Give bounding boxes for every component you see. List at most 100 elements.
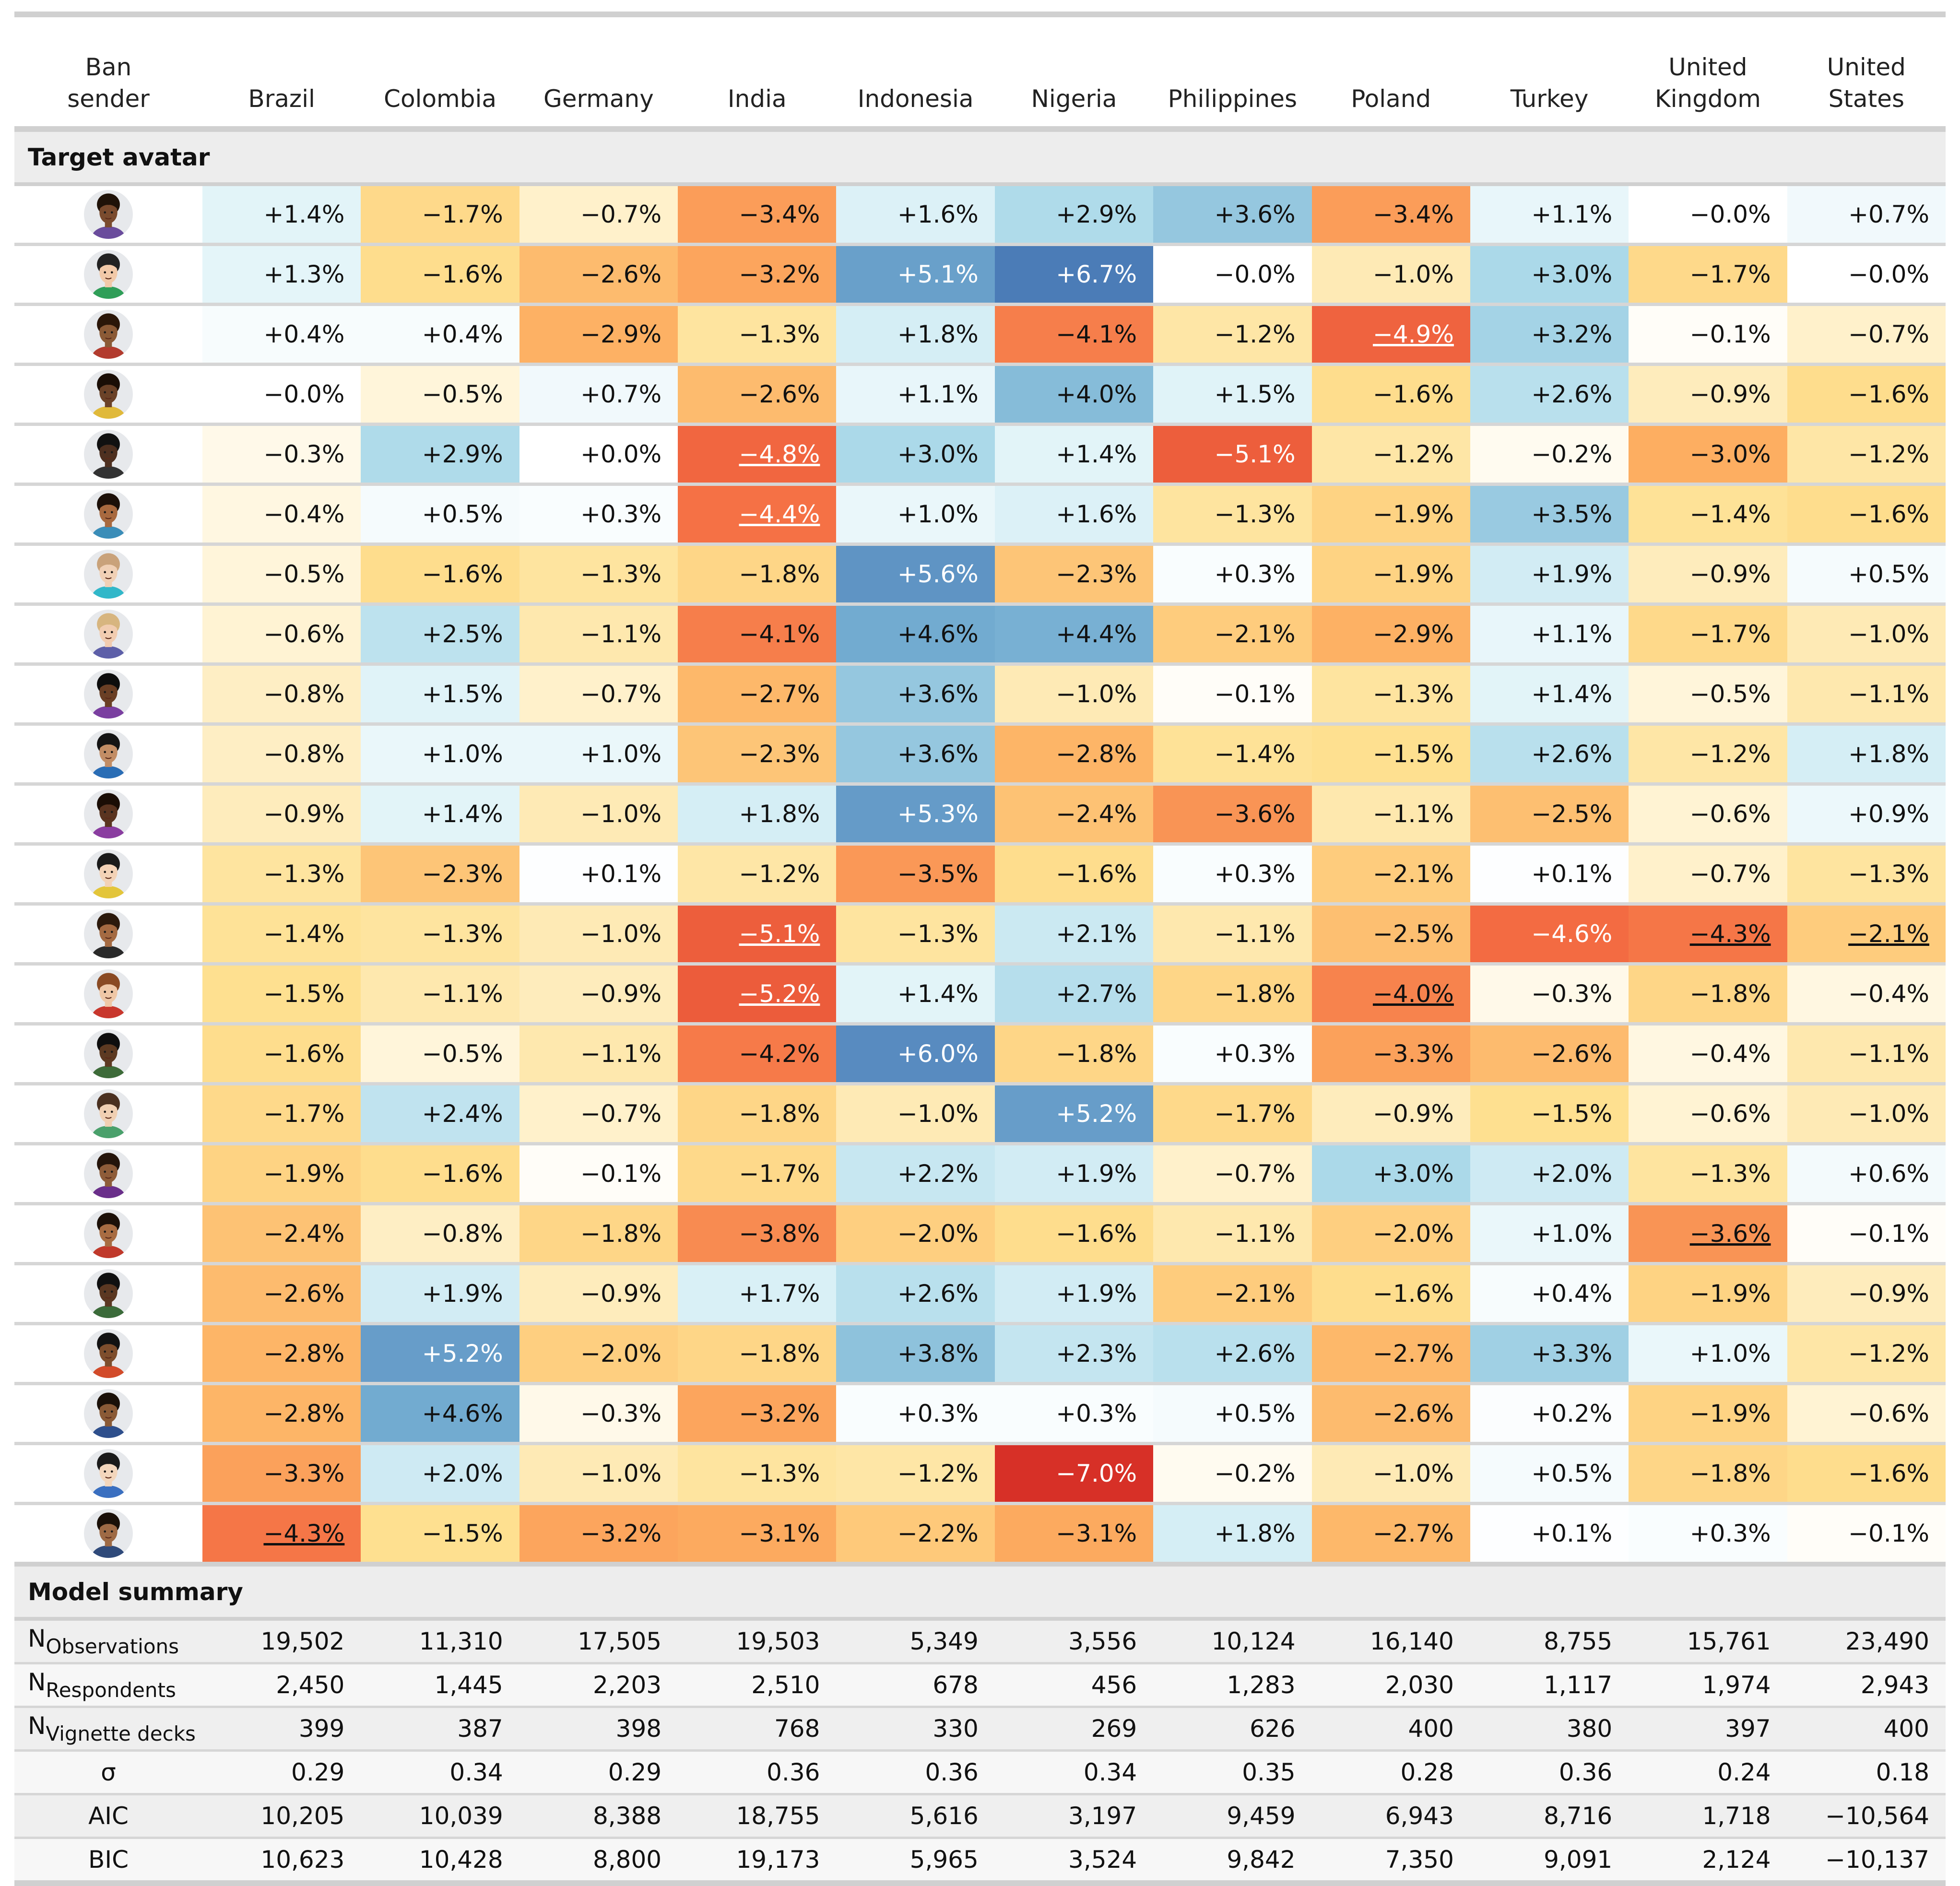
effect-value: −2.1% bbox=[1214, 1280, 1296, 1308]
effect-value: −1.7% bbox=[422, 200, 503, 228]
avatar-21-icon bbox=[84, 1389, 133, 1438]
effect-cell: −2.1% bbox=[1787, 904, 1946, 966]
effect-cell: −0.3% bbox=[1470, 964, 1629, 1026]
summary-value: 400 bbox=[1311, 1707, 1470, 1752]
effect-cell: −3.5% bbox=[836, 844, 995, 906]
effect-value: −2.8% bbox=[263, 1340, 345, 1367]
effect-value: +1.1% bbox=[1531, 200, 1613, 228]
summary-label-main: BIC bbox=[88, 1846, 129, 1874]
table-row: +1.3% −1.6% −2.6% −3.2% +5.1% +6.7% −0.0% −1.0%… bbox=[14, 244, 1946, 306]
effect-cell: −0.4% bbox=[1787, 964, 1946, 1026]
effect-cell: −1.1% bbox=[1311, 784, 1470, 846]
effect-cell: −5.1% bbox=[678, 904, 837, 966]
effect-value: +1.4% bbox=[263, 200, 345, 228]
avatar-11-icon bbox=[84, 790, 133, 838]
effect-value: −0.9% bbox=[1372, 1100, 1454, 1128]
effect-cell: −2.9% bbox=[519, 304, 678, 366]
effect-cell: +0.3% bbox=[519, 484, 678, 546]
effect-cell: −3.8% bbox=[678, 1203, 837, 1265]
effect-cell: −1.0% bbox=[519, 904, 678, 966]
avatar-cell bbox=[14, 1443, 202, 1505]
table-row: +1.4% −1.7% −0.7% −3.4% +1.6% +2.9% +3.6% −3.4%… bbox=[14, 184, 1946, 246]
table-row: −2.8% +5.2% −2.0% −1.8% +3.8% +2.3% +2.6% −2.7%… bbox=[14, 1323, 1946, 1385]
effect-value: −1.8% bbox=[1689, 980, 1771, 1008]
effect-value: +2.2% bbox=[897, 1160, 979, 1188]
effect-value: −1.3% bbox=[1848, 860, 1929, 888]
summary-value: 2,943 bbox=[1787, 1663, 1946, 1708]
effect-cell: −1.6% bbox=[361, 544, 520, 606]
table-row: −3.3% +2.0% −1.0% −1.3% −1.2% −7.0% −0.2% −1.0%… bbox=[14, 1443, 1946, 1505]
effect-value: −1.8% bbox=[1056, 1040, 1137, 1068]
effect-cell: −1.1% bbox=[361, 964, 520, 1026]
effect-value: −0.6% bbox=[263, 620, 345, 648]
effect-cell: −0.5% bbox=[1629, 664, 1787, 726]
table-row: −2.8% +4.6% −0.3% −3.2% +0.3% +0.3% +0.5% −2.6%… bbox=[14, 1383, 1946, 1445]
effect-value: +0.0% bbox=[580, 440, 662, 468]
effect-value: −1.2% bbox=[1848, 440, 1929, 468]
effect-cell: −2.1% bbox=[1153, 1263, 1312, 1325]
effect-value: +1.6% bbox=[1056, 500, 1137, 528]
effect-cell: −1.1% bbox=[519, 604, 678, 666]
effect-value: +1.0% bbox=[1531, 1220, 1613, 1248]
effect-value: −2.4% bbox=[263, 1220, 345, 1248]
summary-value: 399 bbox=[202, 1707, 361, 1752]
summary-value: 0.34 bbox=[994, 1750, 1154, 1795]
effect-value: −0.5% bbox=[422, 380, 503, 408]
avatar-19-icon bbox=[84, 1269, 133, 1318]
effect-value: −3.6% bbox=[1214, 800, 1296, 828]
effect-cell: +0.7% bbox=[519, 364, 678, 426]
effect-value: −2.1% bbox=[1848, 920, 1929, 948]
effect-cell: −1.6% bbox=[1787, 364, 1946, 426]
effect-cell: −1.6% bbox=[1787, 484, 1946, 546]
summary-value: 3,556 bbox=[994, 1619, 1154, 1664]
effect-value: −2.6% bbox=[1531, 1040, 1613, 1068]
summary-value: 678 bbox=[836, 1663, 995, 1708]
effect-value: −0.7% bbox=[1848, 320, 1929, 348]
summary-value: 16,140 bbox=[1311, 1619, 1470, 1664]
effect-value: −1.5% bbox=[263, 980, 345, 1008]
effect-cell: −1.0% bbox=[1787, 1084, 1946, 1145]
effect-value: −1.3% bbox=[580, 560, 662, 588]
effect-cell: −1.1% bbox=[1153, 904, 1312, 966]
effect-cell: +0.5% bbox=[361, 484, 520, 546]
effect-value: −0.0% bbox=[263, 380, 345, 408]
summary-value: 1,445 bbox=[361, 1663, 520, 1708]
effect-value: −1.5% bbox=[1372, 740, 1454, 768]
effect-value: +4.0% bbox=[1056, 380, 1137, 408]
table-row: −2.6% +1.9% −0.9% +1.7% +2.6% +1.9% −2.1% −1.6%… bbox=[14, 1263, 1946, 1325]
summary-row: NVignette decks 399 387 398 768 330 269 626 400 3… bbox=[14, 1707, 1946, 1752]
summary-value: 19,503 bbox=[678, 1619, 837, 1664]
target-avatar-section-row: Target avatar bbox=[14, 129, 1946, 186]
effect-value: −1.7% bbox=[1689, 620, 1771, 648]
table-row: −1.3% −2.3% +0.1% −1.2% −3.5% −1.6% +0.3% −2.1%… bbox=[14, 844, 1946, 906]
effect-value: −2.3% bbox=[1056, 560, 1137, 588]
summary-value: 1,974 bbox=[1629, 1663, 1787, 1708]
effect-value: +5.2% bbox=[1056, 1100, 1137, 1128]
effect-cell: −4.1% bbox=[994, 304, 1154, 366]
effect-value: −2.0% bbox=[1372, 1220, 1454, 1248]
effect-value: −5.1% bbox=[1214, 440, 1296, 468]
effect-cell: −0.7% bbox=[519, 184, 678, 246]
effect-value: −0.9% bbox=[263, 800, 345, 828]
effect-value: +5.6% bbox=[897, 560, 979, 588]
effect-value: +0.1% bbox=[1531, 1520, 1613, 1547]
effect-value: −3.5% bbox=[897, 860, 979, 888]
summary-value: 19,173 bbox=[678, 1838, 837, 1886]
effect-value: −0.7% bbox=[580, 680, 662, 708]
effect-value: +4.6% bbox=[422, 1400, 503, 1427]
effect-cell: +3.2% bbox=[1470, 304, 1629, 366]
effect-cell: +3.6% bbox=[836, 724, 995, 786]
effect-value: −0.7% bbox=[1214, 1160, 1296, 1188]
effect-value: +3.8% bbox=[897, 1340, 979, 1367]
effect-value: −0.9% bbox=[1848, 1280, 1929, 1308]
country-header: Philippines bbox=[1153, 17, 1312, 132]
effect-value: −5.2% bbox=[739, 980, 820, 1008]
country-header: Germany bbox=[519, 17, 678, 132]
avatar-9-icon bbox=[84, 670, 133, 719]
effect-cell: −4.3% bbox=[202, 1503, 361, 1566]
effect-cell: +2.1% bbox=[994, 904, 1154, 966]
effect-value: −2.7% bbox=[1372, 1340, 1454, 1367]
effect-value: −2.0% bbox=[580, 1340, 662, 1367]
effect-cell: +0.4% bbox=[202, 304, 361, 366]
effect-cell: −3.3% bbox=[202, 1443, 361, 1505]
